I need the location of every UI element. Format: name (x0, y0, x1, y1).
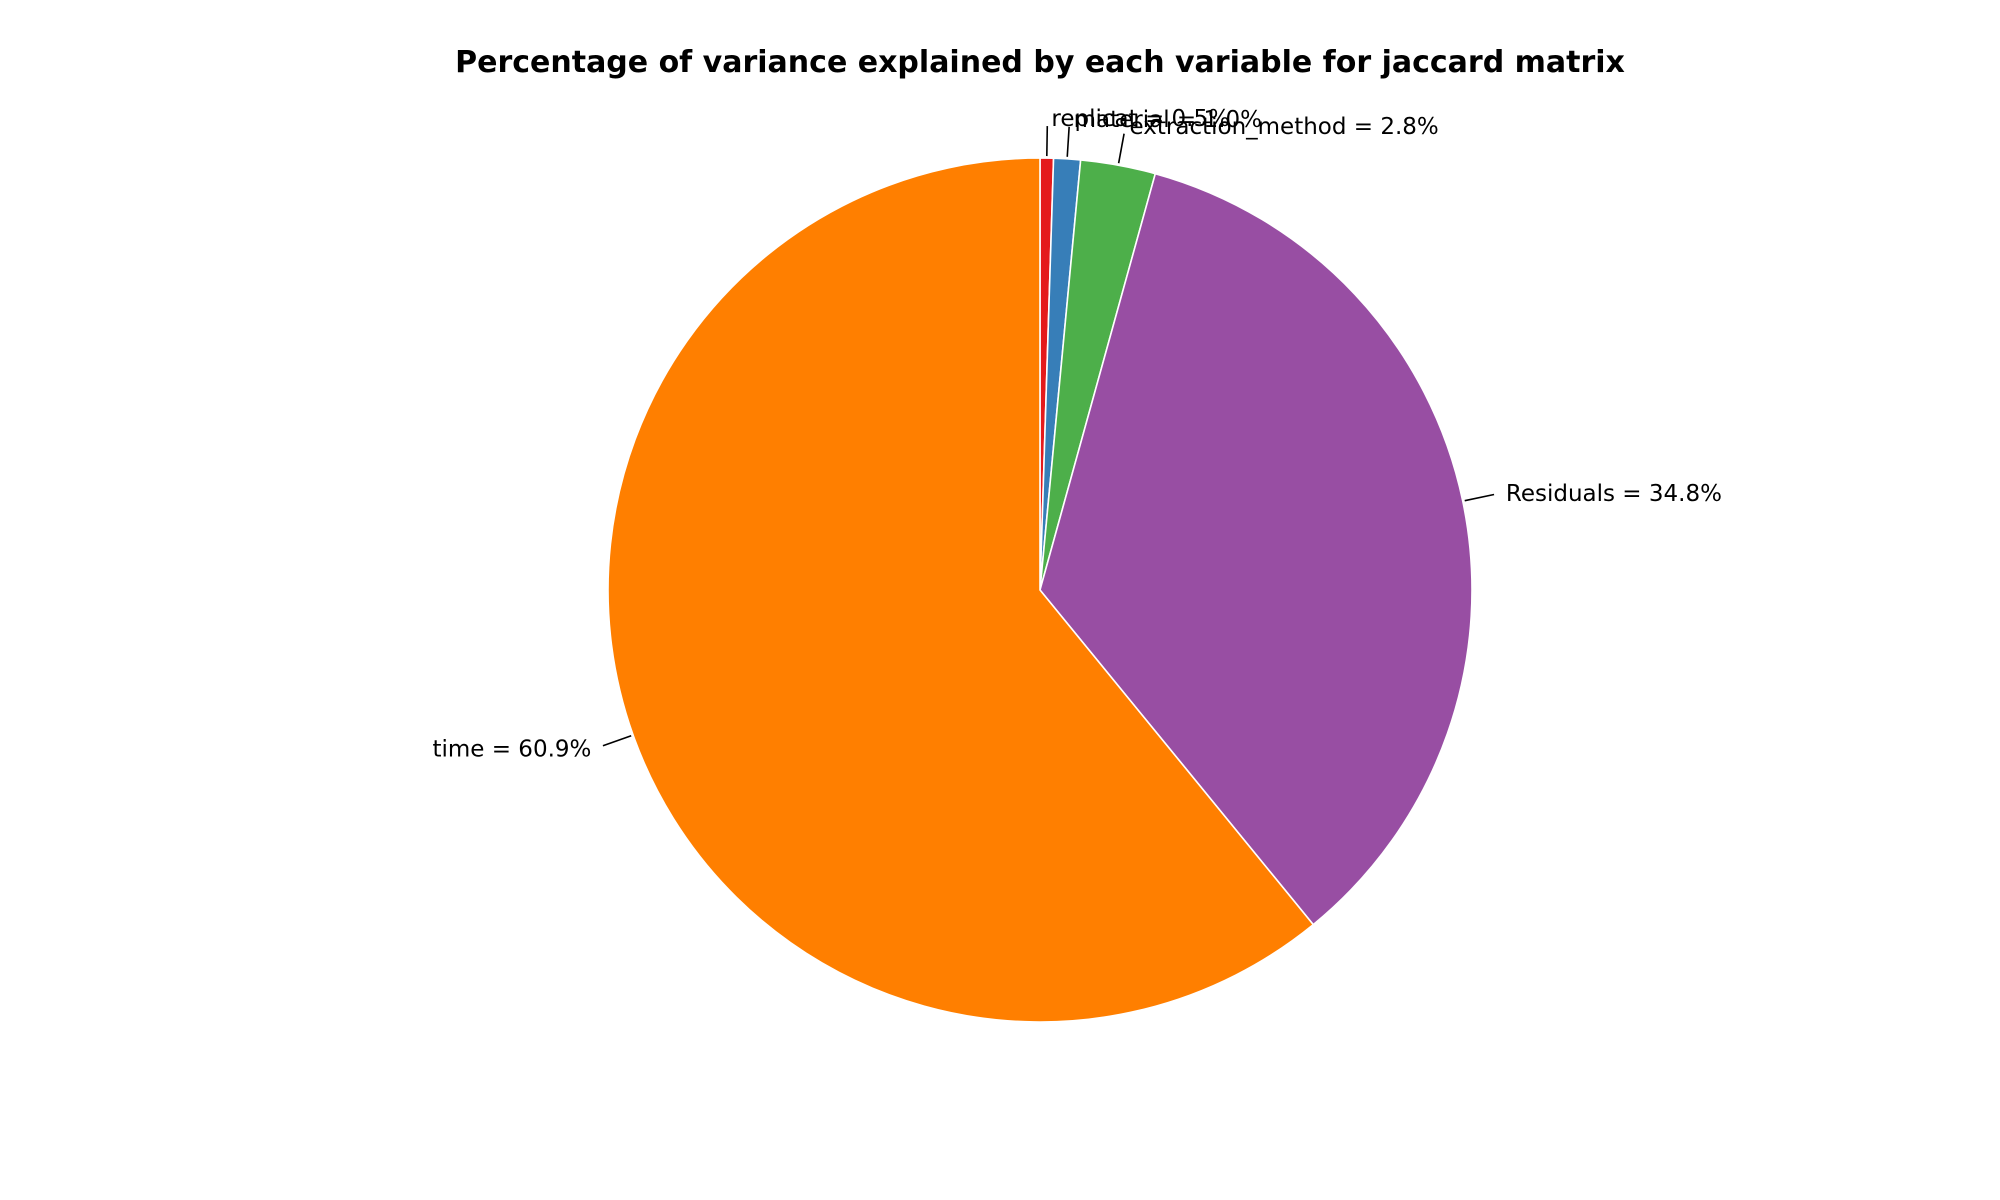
slice-label-replicat: replicat = 0.5% (1051, 106, 1230, 132)
chart-title: Percentage of variance explained by each… (455, 45, 1625, 80)
slice-label-extraction-method: extraction_method = 2.8% (1130, 114, 1439, 140)
leader-line-time (602, 734, 632, 747)
leader-line-material (1066, 126, 1070, 157)
slice-label-time: time = 60.9% (432, 736, 591, 762)
slice-label-residuals: Residuals = 34.8% (1506, 481, 1722, 507)
pie-slices (607, 157, 1473, 1023)
slice-label-material: material = 1.0% (1074, 107, 1262, 133)
leader-line-extraction-method (1117, 133, 1125, 164)
leader-line-residuals (1464, 493, 1495, 502)
pie-labels: replicat = 0.5%material = 1.0%extraction… (432, 106, 1722, 762)
pie-slice-residuals (1039, 172, 1473, 926)
pie-slice-time (607, 157, 1315, 1023)
pie-leader-lines (602, 126, 1495, 747)
